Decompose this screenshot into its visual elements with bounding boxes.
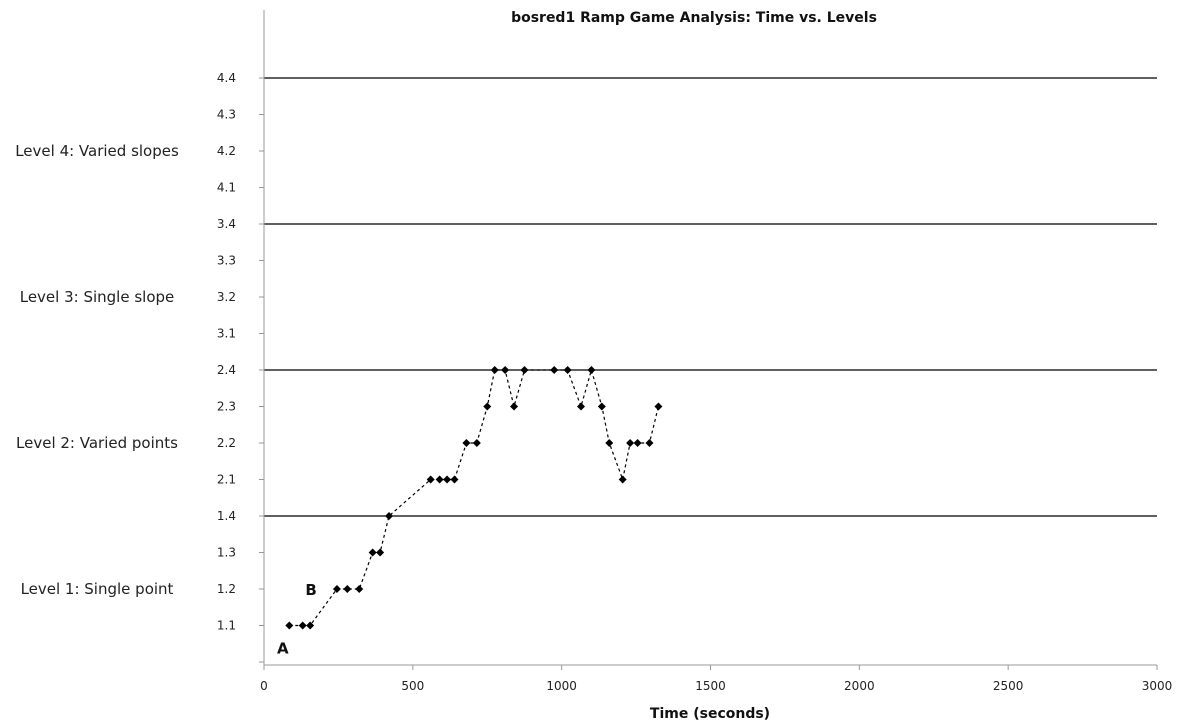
y-tick-label: 2.1 (217, 473, 236, 487)
x-tick-labels: 0 500 1000 1500 2000 2500 3000 (260, 679, 1172, 693)
data-point (472, 439, 481, 447)
y-tick-label: 3.3 (217, 254, 236, 268)
annotation-label: A (277, 640, 289, 658)
data-point (443, 475, 452, 484)
y-tick-label: 4.2 (217, 144, 236, 158)
data-point (462, 439, 471, 447)
data-point (435, 475, 444, 484)
x-tick-label: 2500 (993, 679, 1024, 693)
x-tick-label: 1000 (546, 679, 577, 693)
data-point (563, 366, 572, 374)
data-point (490, 366, 499, 374)
y-tick-label: 1.1 (217, 619, 236, 633)
data-point (626, 439, 635, 447)
data-point (298, 621, 307, 630)
level-boundary-lines (264, 77, 1157, 517)
x-tick-label: 3000 (1142, 679, 1173, 693)
chart-title: bosred1 Ramp Game Analysis: Time vs. Lev… (511, 10, 877, 26)
x-tick-label: 500 (401, 679, 424, 693)
y-tick-label: 4.3 (217, 108, 236, 122)
data-point (550, 366, 559, 374)
y-tick-label: 4.1 (217, 181, 236, 195)
data-point (376, 548, 385, 557)
data-point (633, 439, 642, 447)
level-label: Level 4: Varied slopes (15, 142, 179, 160)
x-tick-label: 1500 (695, 679, 726, 693)
level-label: Level 3: Single slope (20, 288, 175, 306)
data-point (618, 475, 627, 484)
x-tick-label: 0 (260, 679, 268, 693)
y-tick-label: 2.4 (217, 363, 236, 377)
data-point (520, 366, 529, 374)
data-point (385, 512, 394, 520)
annotation-label: B (305, 581, 316, 599)
data-point (510, 402, 519, 411)
data-point (285, 621, 294, 630)
data-point (450, 475, 459, 484)
y-tick-label: 1.4 (217, 509, 236, 523)
y-tick-label: 3.2 (217, 290, 236, 304)
y-tick-label: 2.2 (217, 436, 236, 450)
data-point (605, 439, 614, 447)
annotations: AB (277, 581, 317, 658)
y-tick-labels: 1.1 1.2 1.3 1.4 2.1 2.2 2.3 2.4 3.1 3.2 3.3 3.4 4.1 4… (217, 71, 236, 633)
data-point (355, 585, 364, 593)
data-point (597, 402, 606, 411)
data-series (285, 366, 663, 630)
data-point (501, 366, 510, 374)
data-point (343, 585, 352, 593)
y-tick-label: 1.2 (217, 582, 236, 596)
y-tick-label: 3.4 (217, 217, 236, 231)
data-point (426, 475, 435, 484)
data-point (577, 402, 586, 411)
data-point (332, 585, 341, 593)
data-point (645, 439, 654, 447)
x-tick-label: 2000 (844, 679, 875, 693)
data-point (368, 548, 377, 557)
x-axis-label: Time (seconds) (650, 706, 770, 722)
y-tick-label: 1.3 (217, 546, 236, 560)
y-tick-label: 3.1 (217, 327, 236, 341)
data-point (306, 621, 315, 630)
data-point (483, 402, 492, 411)
y-tick-label: 4.4 (217, 71, 236, 85)
level-label: Level 2: Varied points (16, 434, 178, 452)
data-point (654, 402, 663, 411)
level-labels: Level 4: Varied slopes Level 3: Single sl… (15, 142, 179, 598)
y-tick-label: 2.3 (217, 400, 236, 414)
level-label: Level 1: Single point (21, 580, 174, 598)
axes (259, 10, 1158, 670)
data-point (587, 366, 596, 374)
